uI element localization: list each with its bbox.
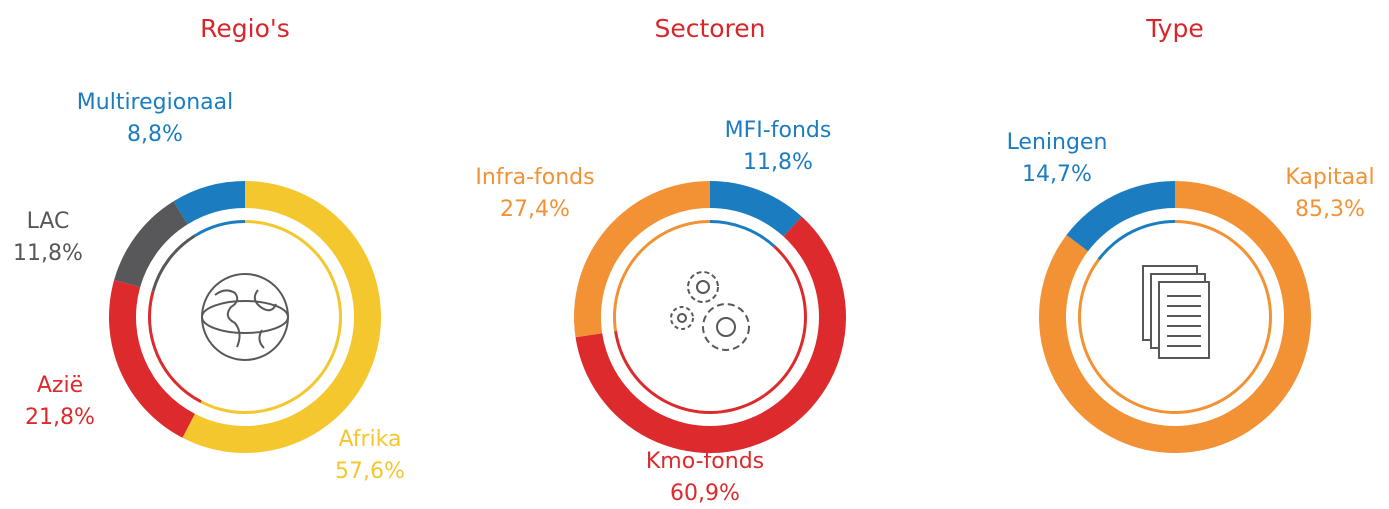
inner-ring-segment — [151, 234, 196, 292]
value-label: 60,9% — [670, 481, 740, 505]
donut-chart: Regio's Afrika 57,6% Azië 21,8% LAC 11,8% Multi… — [13, 14, 405, 484]
value-label: 21,8% — [25, 405, 95, 430]
icons — [201, 265, 1210, 361]
category-label: Multiregionaal — [77, 90, 233, 115]
chart-title: Type — [1145, 14, 1203, 43]
value-label: 85,3% — [1295, 197, 1365, 222]
donut-segment — [114, 201, 188, 288]
inner-ring-segment — [200, 220, 343, 414]
chart-title: Sectoren — [654, 14, 765, 43]
category-label: Kapitaal — [1285, 165, 1374, 190]
donut-chart: Type Kapitaal 85,3% Leningen 14,7% — [1007, 14, 1375, 453]
document-icon — [1142, 265, 1210, 359]
category-label: Leningen — [1007, 130, 1108, 155]
value-label: 14,7% — [1022, 162, 1092, 187]
inner-ring-segment — [148, 290, 202, 404]
donut-segment — [573, 181, 710, 338]
inner-ring-segment — [710, 220, 776, 248]
globe-icon — [201, 273, 289, 361]
donut-segment — [173, 181, 245, 225]
category-label: Azië — [37, 373, 83, 398]
inner-ring-segment — [194, 220, 245, 238]
inner-ring-segment — [614, 245, 807, 414]
value-label: 11,8% — [13, 241, 83, 266]
donut-segment — [1066, 181, 1175, 252]
category-label: LAC — [27, 209, 70, 234]
inner-ring-segment — [1097, 220, 1175, 261]
category-label: Infra-fonds — [475, 165, 594, 190]
value-label: 27,4% — [500, 197, 570, 222]
donut-segment — [710, 181, 802, 237]
value-label: 11,8% — [743, 150, 813, 175]
donut-segment — [182, 181, 381, 453]
donut-segment — [108, 279, 195, 438]
category-label: Kmo-fonds — [646, 449, 764, 474]
chart-title: Regio's — [200, 14, 290, 43]
value-label: 57,6% — [335, 459, 405, 484]
donut-chart: Sectoren MFI-fonds 11,8% Kmo-fonds 60,9% Infr… — [475, 14, 846, 506]
category-label: Afrika — [338, 427, 401, 452]
donut-segment — [575, 216, 846, 453]
gears-icon — [670, 271, 750, 351]
value-label: 8,8% — [127, 122, 183, 147]
category-label: MFI-fonds — [725, 118, 832, 143]
